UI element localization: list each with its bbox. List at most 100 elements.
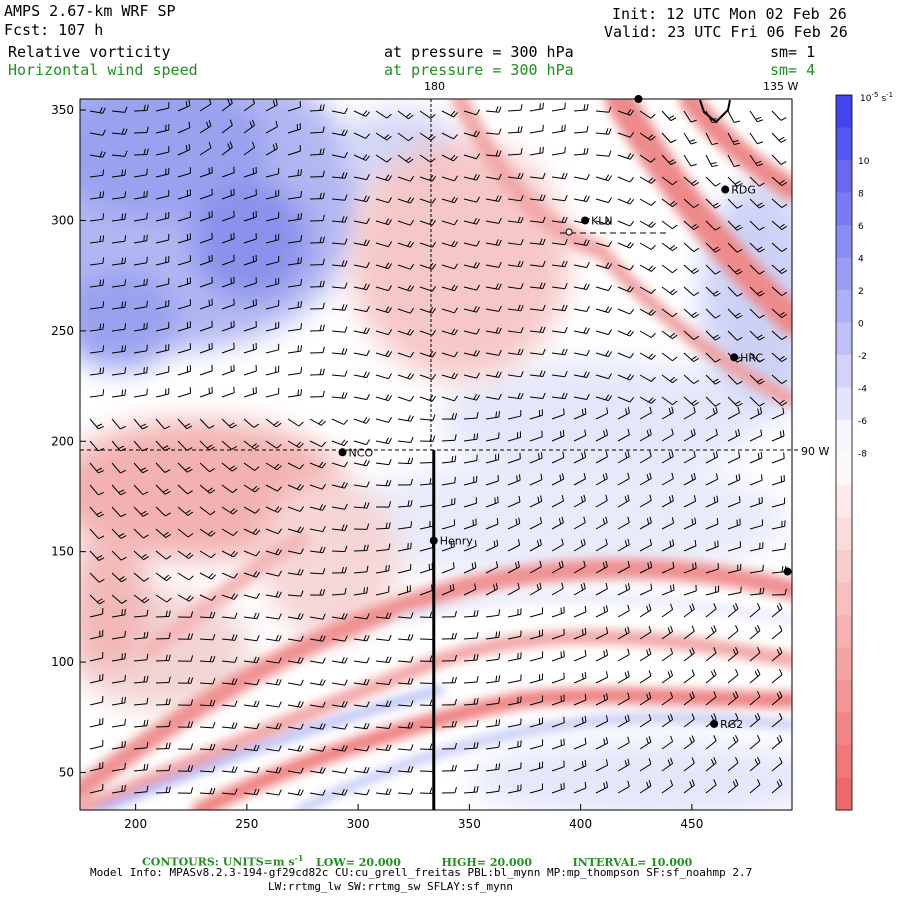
wind-barb [243, 570, 261, 578]
wind-barb [133, 278, 148, 288]
wind-barb [749, 542, 764, 552]
wind-barb [441, 263, 459, 270]
wind-barb [507, 652, 522, 662]
wind-barb [133, 126, 149, 134]
wind-barb [727, 308, 743, 319]
wind-barb [441, 610, 457, 618]
wind-barb [683, 450, 696, 464]
wind-barb [529, 216, 546, 224]
wind-barb [573, 538, 586, 552]
wind-barb [551, 606, 565, 618]
wind-barb [683, 691, 695, 706]
colorbar-tick-label: -4 [858, 385, 867, 395]
wind-barb [551, 494, 564, 508]
wind-barb [639, 692, 652, 706]
wind-barb [529, 607, 544, 618]
wind-barb [705, 691, 717, 706]
wind-barb [265, 722, 282, 730]
wind-barb [441, 413, 458, 420]
wind-barb [133, 697, 149, 706]
wind-barb [441, 110, 458, 118]
wind-barb [353, 789, 370, 796]
wind-barb [507, 126, 523, 134]
wind-barb [287, 548, 304, 555]
wind-barb [705, 450, 718, 464]
wind-barb [133, 550, 149, 561]
wind-barb [595, 306, 613, 314]
wind-barb [529, 473, 543, 486]
wind-barb [463, 412, 479, 420]
wind-barb [309, 418, 326, 426]
x-axis: 200 250 300 350 400 450 [124, 804, 703, 831]
wind-barb [221, 722, 238, 729]
wind-barb [111, 418, 127, 430]
colorbar-tick-label: -2 [858, 352, 867, 362]
wind-barb [705, 374, 721, 385]
wind-barb [529, 538, 542, 552]
wind-barb [375, 262, 393, 270]
wind-barb [89, 652, 104, 662]
y-tick-label: 300 [51, 213, 74, 227]
wind-barb [89, 718, 104, 728]
wind-barb [463, 284, 480, 291]
wind-barb [683, 713, 695, 728]
wind-barb [771, 475, 785, 486]
wind-barb [507, 283, 524, 290]
wind-barb [111, 301, 127, 310]
wind-barb [529, 673, 544, 684]
wind-barb [573, 494, 586, 508]
wind-barb [111, 191, 127, 200]
wind-barb [771, 429, 785, 442]
wind-barb [727, 242, 743, 253]
wind-barb [595, 759, 609, 772]
wind-barb [661, 132, 677, 144]
wind-barb [375, 241, 393, 248]
wind-barb [617, 516, 630, 530]
wind-barb [749, 264, 765, 275]
wind-barb [353, 306, 370, 313]
wind-barb [705, 286, 721, 297]
wind-barb [397, 175, 415, 182]
wind-barb [749, 352, 765, 363]
wind-barb [485, 741, 501, 750]
wind-barb [573, 305, 590, 312]
wind-barb [441, 476, 456, 486]
wind-barb [375, 543, 391, 552]
wind-barb [771, 647, 783, 662]
colorbar-tick-label: 8 [858, 190, 864, 200]
wind-barb [199, 386, 213, 398]
wind-barb [177, 121, 191, 134]
colorbar-swatch [836, 712, 852, 746]
wind-barb [727, 518, 741, 530]
colorbar-swatch [836, 647, 852, 681]
wind-barb [331, 238, 348, 245]
field1-level: at pressure = 300 hPa [384, 43, 574, 61]
wind-barb [199, 572, 216, 580]
wind-barb [287, 767, 304, 774]
wind-barb [155, 698, 171, 706]
wind-barb [419, 373, 437, 380]
wind-barb [309, 126, 325, 134]
wind-barb [705, 625, 717, 640]
field1-smoothing: sm= 1 [770, 43, 816, 61]
colorbar-swatch [836, 777, 852, 811]
wind-barb [243, 723, 260, 730]
wind-barb [617, 197, 635, 205]
wind-barb [639, 670, 652, 684]
wind-barb [375, 154, 392, 163]
colorbar-swatch [836, 322, 852, 356]
wind-barb [441, 284, 459, 292]
wind-barb [639, 264, 656, 272]
wind-barb [573, 103, 589, 112]
wind-barb [683, 625, 695, 640]
wind-barb [243, 679, 260, 686]
wind-barb [89, 129, 106, 136]
wind-barb [639, 604, 652, 618]
wind-barb [155, 742, 171, 750]
wind-barb [463, 561, 477, 574]
wind-barb [639, 516, 652, 530]
wind-barb [221, 342, 235, 354]
wind-barb [617, 736, 630, 750]
wind-barb [221, 141, 233, 156]
wind-barb [287, 679, 304, 686]
